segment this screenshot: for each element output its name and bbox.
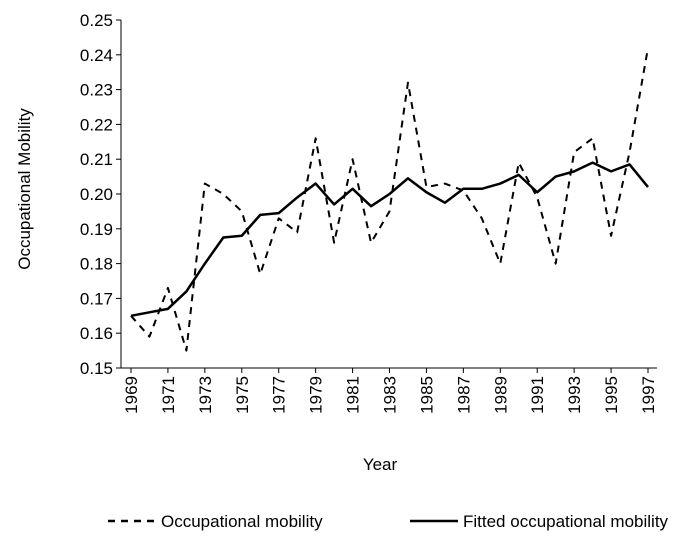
- x-tick-label: 1995: [602, 376, 621, 414]
- x-tick-label: 1981: [344, 376, 363, 414]
- y-tick-label: 0.25: [80, 11, 113, 30]
- y-tick-label: 0.19: [80, 220, 113, 239]
- x-tick-label: 1985: [417, 376, 436, 414]
- legend-label: Fitted occupational mobility: [463, 512, 669, 531]
- data-line: [130, 161, 649, 318]
- x-axis-label: Year: [363, 455, 398, 474]
- x-tick-label: 1977: [270, 376, 289, 414]
- x-tick-label: 1971: [159, 376, 178, 414]
- x-tick-label: 1991: [528, 376, 547, 414]
- y-axis-label: Occupational Mobility: [15, 108, 34, 270]
- y-tick-label: 0.20: [80, 185, 113, 204]
- y-tick-label: 0.23: [80, 81, 113, 100]
- x-tick-label: 1969: [122, 376, 141, 414]
- y-tick-label: 0.22: [80, 115, 113, 134]
- x-tick-label: 1997: [639, 376, 658, 414]
- x-tick-label: 1973: [196, 376, 215, 414]
- x-tick-label: 1983: [381, 376, 400, 414]
- y-tick-label: 0.16: [80, 324, 113, 343]
- x-tick-label: 1979: [307, 376, 326, 414]
- y-tick-label: 0.21: [80, 150, 113, 169]
- y-tick-label: 0.18: [80, 255, 113, 274]
- x-tick-label: 1987: [454, 376, 473, 414]
- x-tick-label: 1993: [565, 376, 584, 414]
- x-tick-label: 1989: [491, 376, 510, 414]
- y-tick-label: 0.15: [80, 359, 113, 378]
- data-line: [130, 47, 649, 352]
- legend-label: Occupational mobility: [161, 512, 323, 531]
- y-tick-label: 0.17: [80, 289, 113, 308]
- y-tick-label: 0.24: [80, 46, 113, 65]
- x-tick-label: 1975: [233, 376, 252, 414]
